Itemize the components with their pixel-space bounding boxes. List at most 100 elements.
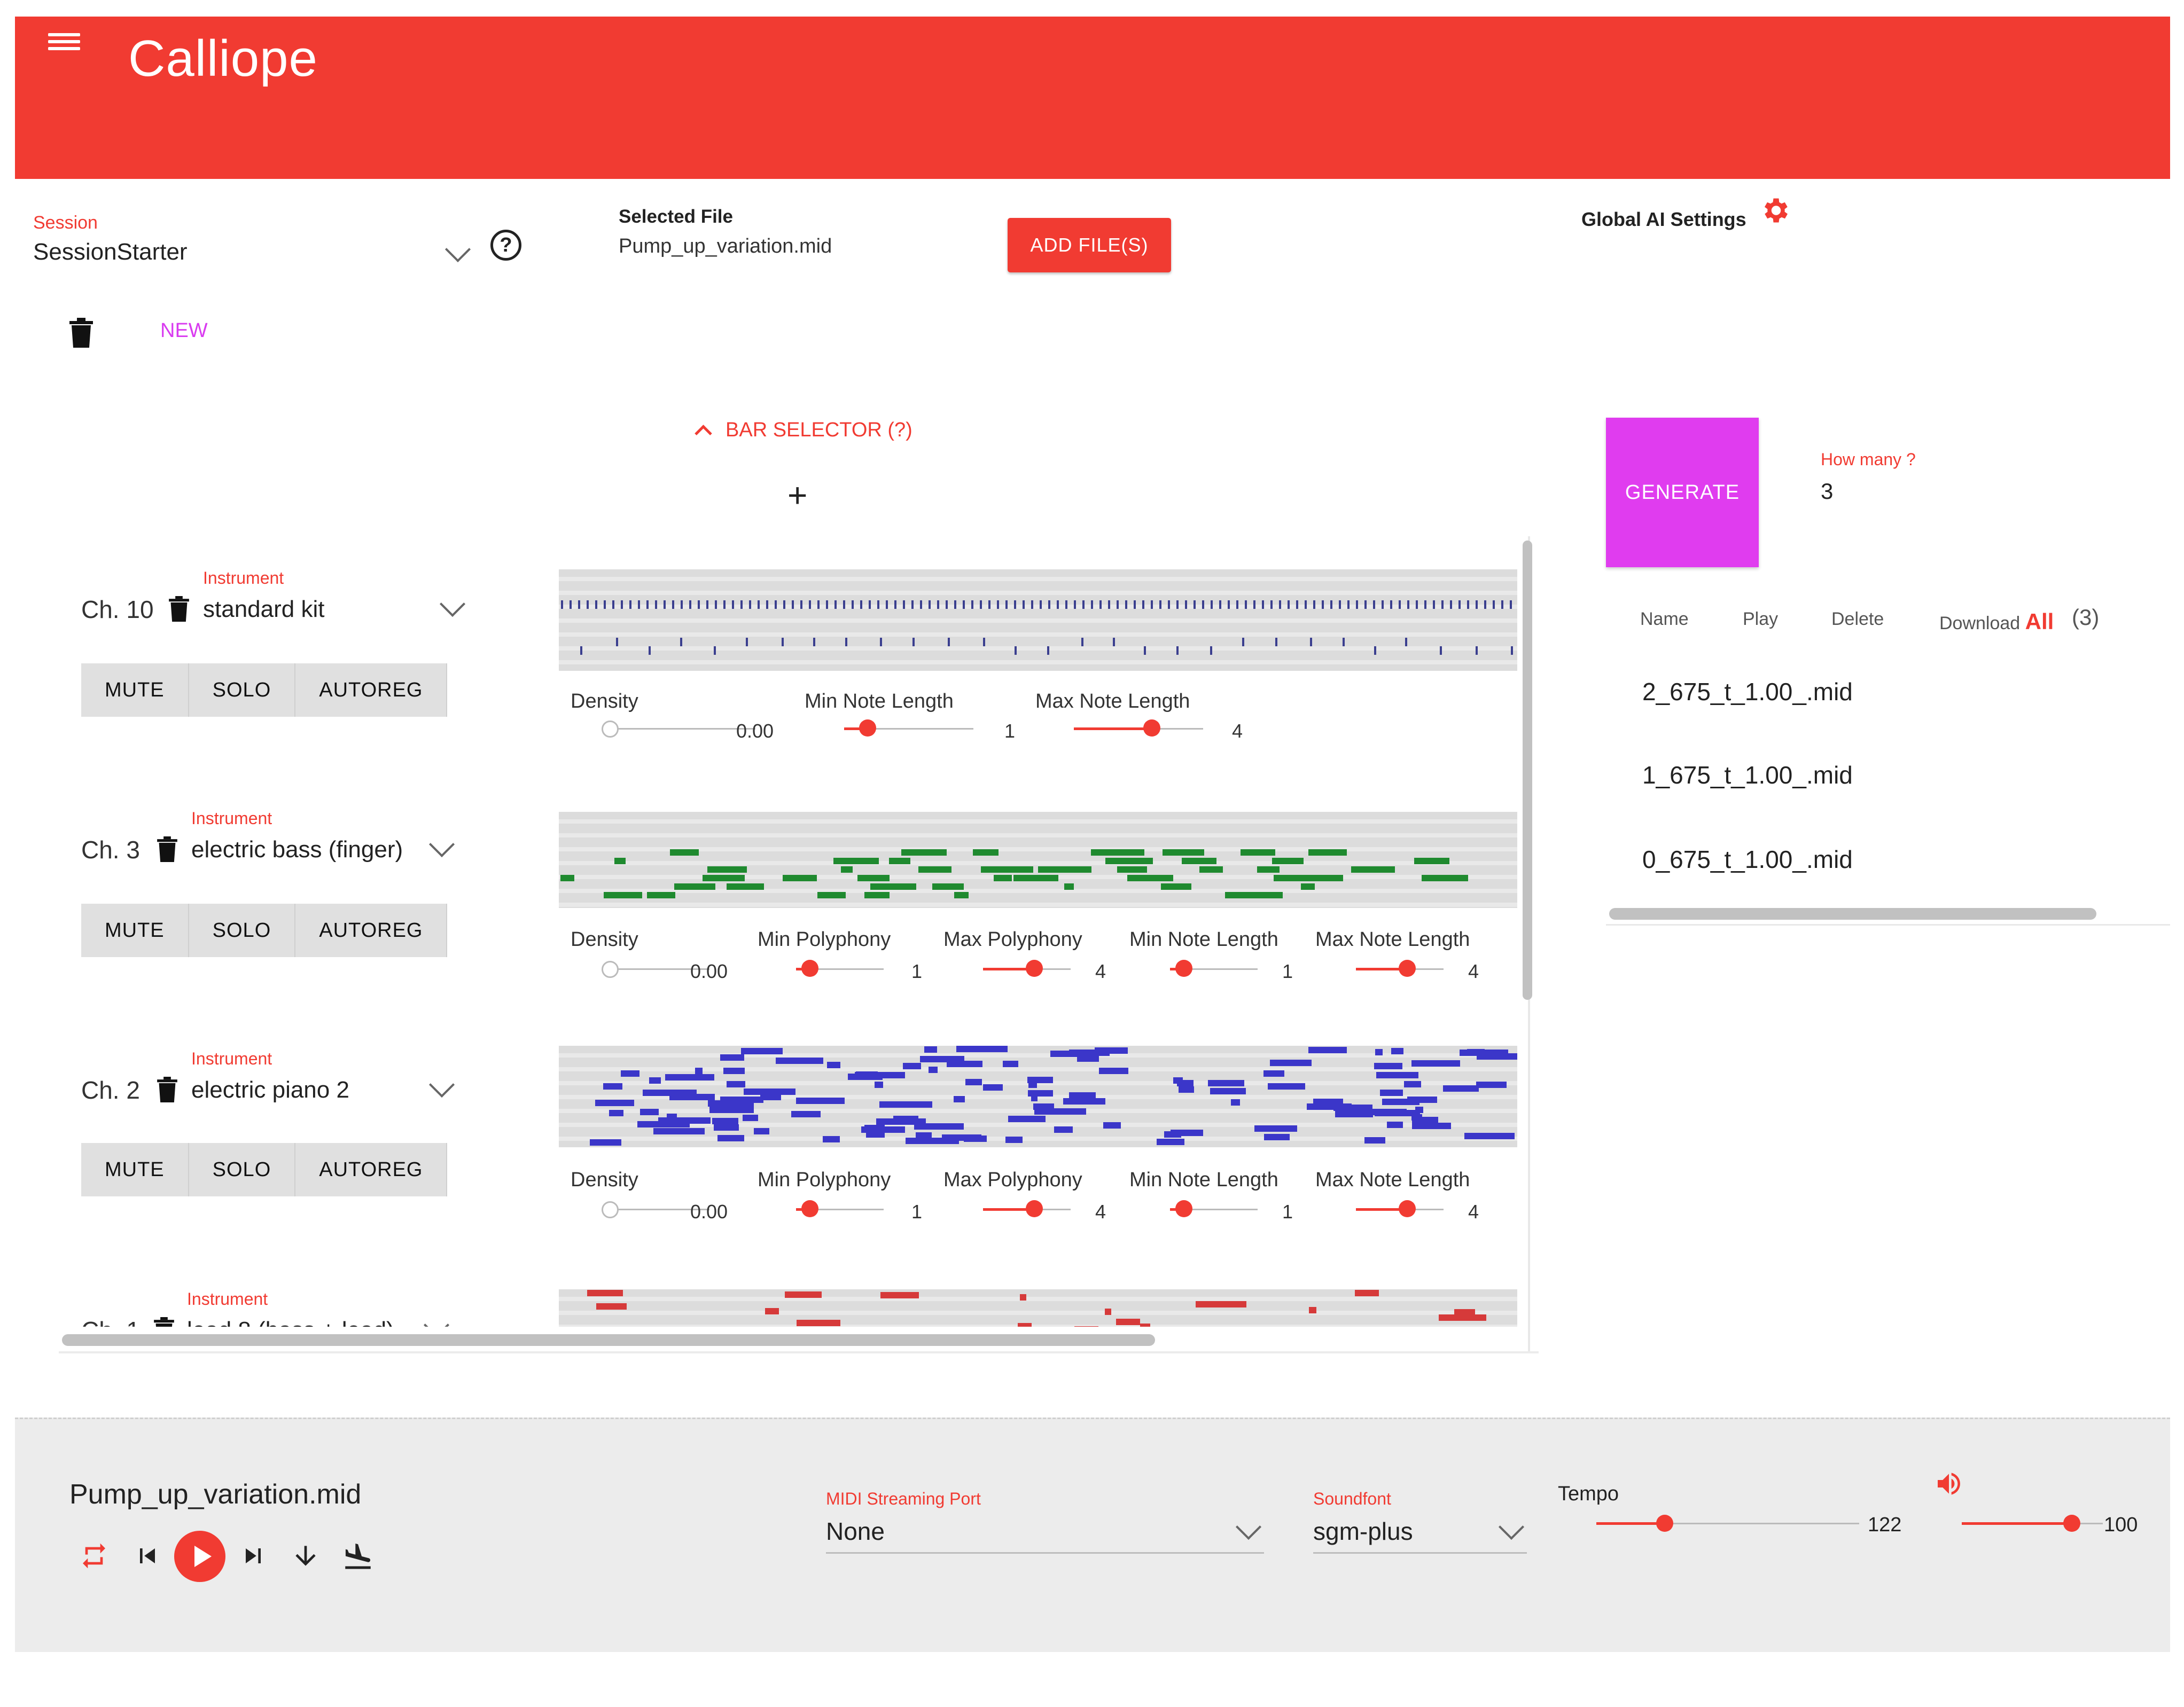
add-bar-button[interactable]: +: [787, 476, 808, 514]
roll-stripe: [559, 1067, 1517, 1071]
roll-note: [866, 1131, 885, 1138]
roll-note: [665, 1074, 714, 1080]
gear-icon[interactable]: [1759, 194, 1791, 226]
min-note-length-slider[interactable]: [1170, 1209, 1258, 1210]
roll-note: [561, 600, 563, 609]
roll-note: [698, 600, 700, 609]
density-slider-knob[interactable]: [602, 961, 619, 978]
solo-button[interactable]: SOLO: [189, 1143, 296, 1196]
density-slider[interactable]: [611, 1209, 709, 1210]
menu-icon[interactable]: [48, 29, 80, 56]
density-slider[interactable]: [611, 968, 709, 970]
help-icon[interactable]: ?: [490, 230, 521, 261]
roll-note: [954, 892, 969, 898]
roll-note: [1031, 600, 1033, 609]
skip-previous-icon[interactable]: [132, 1541, 162, 1571]
instrument-select[interactable]: lead 8 (bass + lead): [187, 1317, 394, 1327]
piano-roll[interactable]: [559, 1046, 1517, 1147]
roll-note: [1301, 883, 1315, 890]
roll-note: [776, 1058, 823, 1064]
piano-roll[interactable]: [559, 1289, 1517, 1327]
volume-icon[interactable]: [1932, 1469, 1966, 1499]
roll-note: [629, 600, 631, 609]
generated-file[interactable]: 2_675_t_1.00_.mid: [1642, 678, 1853, 706]
horizontal-scrollbar[interactable]: [62, 1334, 1155, 1346]
chevron-down-icon[interactable]: [423, 1312, 450, 1327]
min-polyphony-slider[interactable]: [796, 968, 884, 970]
solo-button[interactable]: SOLO: [189, 663, 296, 717]
trash-icon[interactable]: [69, 318, 93, 348]
download-all-button[interactable]: All: [2025, 609, 2054, 634]
autoreg-button[interactable]: AUTOREG: [295, 663, 448, 717]
roll-note: [1493, 600, 1495, 609]
min-polyphony-slider[interactable]: [796, 1209, 884, 1210]
roll-note: [1210, 1088, 1246, 1094]
chevron-down-icon[interactable]: [428, 1071, 455, 1098]
soundfont-select[interactable]: sgm-plus: [1313, 1517, 1413, 1545]
mute-button[interactable]: MUTE: [81, 904, 189, 957]
new-session-button[interactable]: NEW: [160, 319, 208, 342]
trash-icon[interactable]: [154, 1317, 174, 1327]
add-files-button[interactable]: ADD FILE(S): [1008, 218, 1171, 272]
roll-note: [964, 1136, 987, 1142]
piano-roll[interactable]: [559, 812, 1517, 908]
roll-note: [766, 600, 768, 609]
chevron-down-icon[interactable]: [428, 831, 455, 858]
solo-button[interactable]: SOLO: [189, 904, 296, 957]
chevron-down-icon[interactable]: [439, 591, 466, 617]
min-note-length-slider[interactable]: [844, 728, 973, 730]
instrument-select[interactable]: electric piano 2: [191, 1077, 349, 1103]
generate-button[interactable]: GENERATE: [1606, 418, 1759, 567]
min-note-length-slider[interactable]: [1170, 968, 1258, 970]
vertical-scrollbar[interactable]: [1523, 541, 1532, 1000]
max-polyphony-knob[interactable]: [1026, 1200, 1043, 1217]
track-ch2: Instrument Ch. 2 electric piano 2 MUTE S…: [59, 1017, 1539, 1252]
airplane-landing-icon[interactable]: [342, 1541, 374, 1573]
autoreg-button[interactable]: AUTOREG: [295, 904, 448, 957]
roll-note: [621, 1070, 639, 1077]
repeat-icon[interactable]: [79, 1541, 109, 1571]
generated-file[interactable]: 1_675_t_1.00_.mid: [1642, 761, 1853, 789]
max-note-length-knob[interactable]: [1399, 960, 1416, 977]
autoreg-button[interactable]: AUTOREG: [295, 1143, 448, 1196]
generated-list-scrollbar[interactable]: [1609, 908, 2096, 920]
min-note-length-knob[interactable]: [1175, 960, 1192, 977]
volume-slider-knob[interactable]: [2063, 1515, 2080, 1532]
chevron-down-icon[interactable]: [444, 236, 471, 263]
max-polyphony-knob[interactable]: [1026, 960, 1043, 977]
instrument-select[interactable]: electric bass (finger): [191, 836, 403, 863]
roll-note: [1467, 1049, 1485, 1055]
how-many-input[interactable]: 3: [1821, 479, 1834, 504]
density-slider[interactable]: [611, 728, 755, 730]
mute-button[interactable]: MUTE: [81, 663, 189, 717]
min-note-length-knob[interactable]: [1175, 1200, 1192, 1217]
min-note-length-knob[interactable]: [859, 719, 876, 737]
density-slider-knob[interactable]: [602, 1201, 619, 1218]
min-polyphony-label: Min Polyphony: [758, 1169, 891, 1191]
density-slider-knob[interactable]: [602, 721, 619, 738]
midi-port-select[interactable]: None: [826, 1517, 885, 1545]
session-select[interactable]: SessionStarter: [33, 239, 188, 265]
generated-file[interactable]: 0_675_t_1.00_.mid: [1642, 845, 1853, 873]
tempo-slider[interactable]: [1596, 1523, 1859, 1524]
arrow-down-icon[interactable]: [291, 1541, 321, 1571]
min-polyphony-knob[interactable]: [801, 1200, 818, 1217]
instrument-select[interactable]: standard kit: [203, 596, 325, 622]
piano-roll[interactable]: [559, 569, 1517, 671]
play-icon[interactable]: [174, 1531, 225, 1582]
roll-note: [1433, 600, 1435, 609]
bar-selector-toggle[interactable]: BAR SELECTOR (?): [695, 419, 912, 442]
trash-icon[interactable]: [157, 836, 177, 862]
max-note-length-knob[interactable]: [1143, 719, 1160, 737]
roll-note: [720, 1097, 763, 1103]
max-note-length-knob[interactable]: [1399, 1200, 1416, 1217]
roll-note: [1510, 600, 1512, 609]
skip-next-icon[interactable]: [238, 1541, 268, 1571]
tempo-slider-knob[interactable]: [1656, 1515, 1673, 1532]
min-note-length-label: Min Note Length: [1129, 1169, 1278, 1191]
min-polyphony-knob[interactable]: [801, 960, 818, 977]
mute-button[interactable]: MUTE: [81, 1143, 189, 1196]
trash-icon[interactable]: [169, 596, 189, 622]
trash-icon[interactable]: [157, 1077, 177, 1102]
roll-note: [1069, 1050, 1110, 1056]
